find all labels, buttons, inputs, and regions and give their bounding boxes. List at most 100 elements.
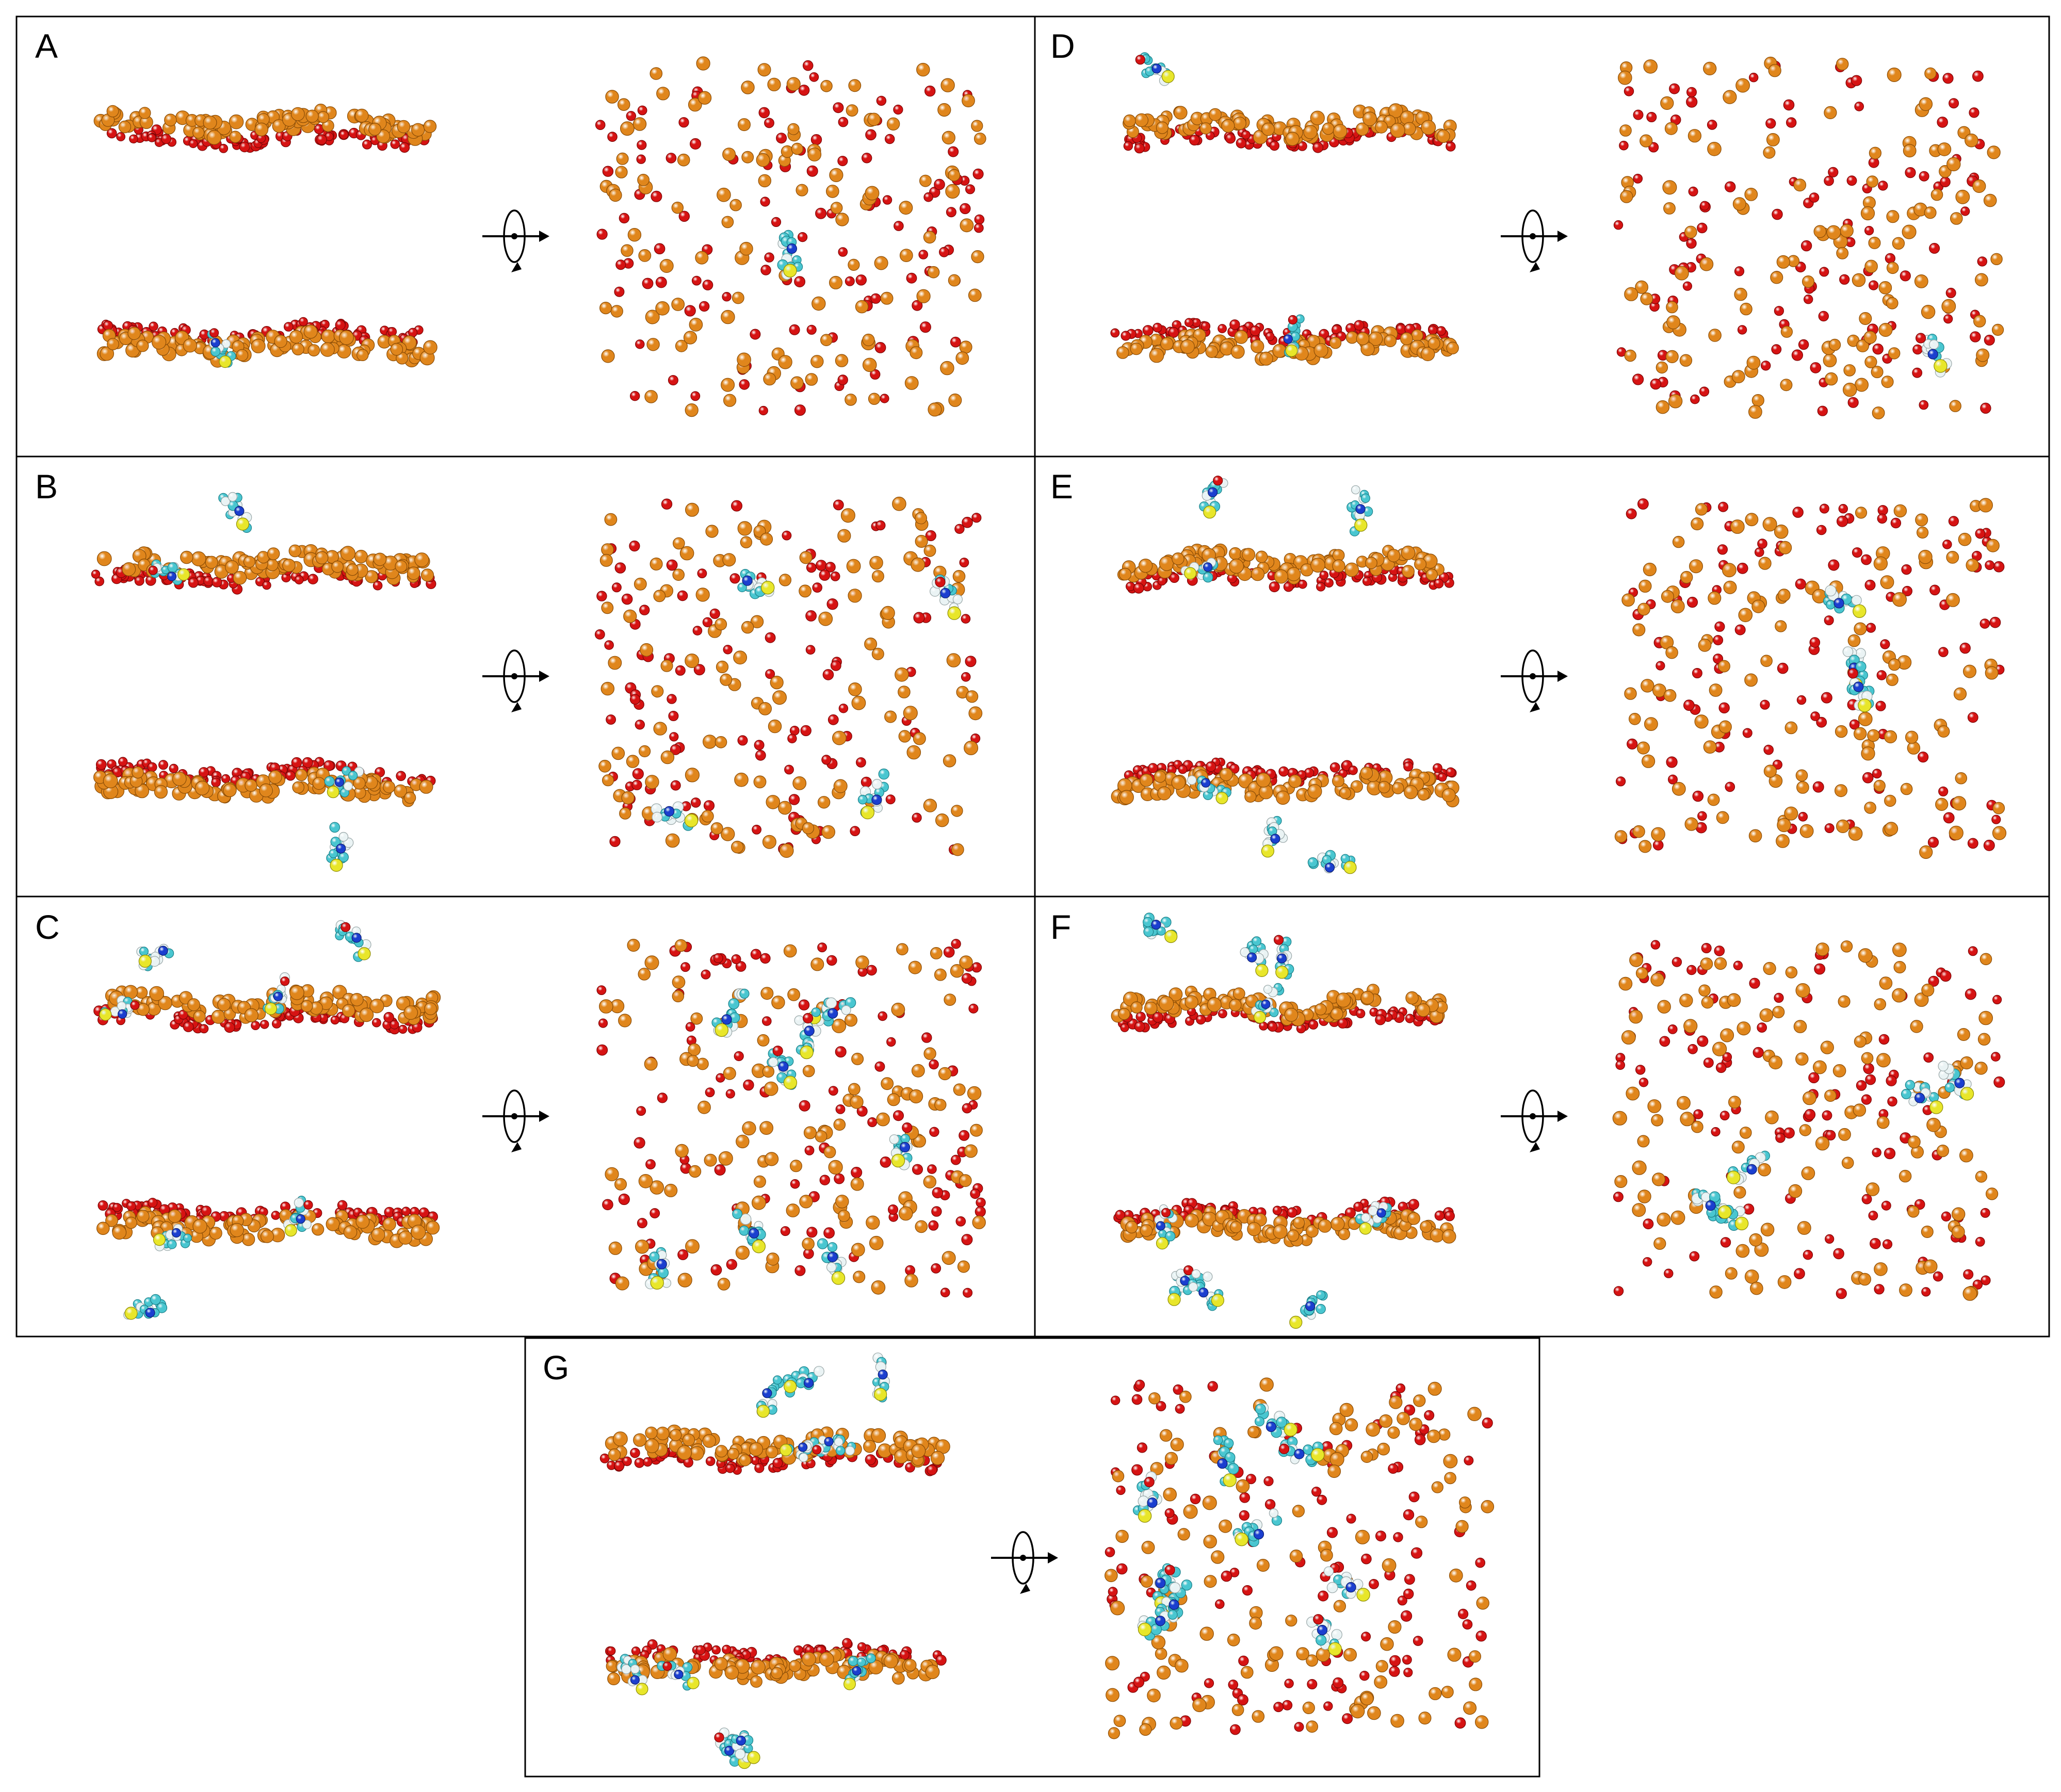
phosphorus-bead xyxy=(1644,717,1658,731)
oxygen-atom xyxy=(1164,1565,1175,1575)
oxygen-bead xyxy=(1308,1019,1319,1030)
phosphorus-bead xyxy=(705,525,719,538)
phosphorus-bead xyxy=(1957,1028,1970,1041)
oxygen-bead xyxy=(118,757,128,767)
oxygen-bead xyxy=(1437,772,1447,782)
oxygen-bead xyxy=(1178,764,1188,774)
oxygen-bead xyxy=(1885,253,1895,264)
oxygen-bead xyxy=(823,1227,835,1239)
oxygen-bead xyxy=(923,192,933,202)
oxygen-bead xyxy=(1937,117,1948,128)
oxygen-bead xyxy=(765,669,775,679)
phosphorus-bead xyxy=(906,745,921,760)
phosphorus-bead xyxy=(192,1218,207,1234)
phosphorus-bead xyxy=(1219,1519,1232,1533)
phosphorus-bead xyxy=(1884,822,1898,836)
oxygen-bead xyxy=(103,320,113,331)
nitrogen-atom xyxy=(1247,952,1257,963)
oxygen-bead xyxy=(1765,118,1776,129)
sulfur-atom xyxy=(873,1388,887,1401)
phosphorus-bead xyxy=(1763,146,1776,159)
oxygen-bead xyxy=(705,1087,715,1098)
phosphorus-bead xyxy=(251,338,266,353)
oxygen-bead xyxy=(1682,281,1692,291)
oxygen-bead xyxy=(1825,1234,1835,1244)
phosphorus-bead xyxy=(1170,1438,1184,1452)
phosphorus-bead xyxy=(289,330,303,344)
phosphorus-bead xyxy=(1378,780,1391,793)
oxygen-bead xyxy=(1861,1194,1872,1204)
oxygen-bead xyxy=(962,516,973,528)
oxygen-bead xyxy=(339,130,349,140)
phosphorus-bead xyxy=(1229,999,1242,1012)
oxygen-bead xyxy=(239,141,250,153)
panel-label: B xyxy=(35,467,58,506)
phosphorus-bead xyxy=(1953,687,1967,700)
phosphorus-bead xyxy=(1247,1426,1260,1438)
phosphorus-bead xyxy=(1703,740,1717,754)
oxygen-bead xyxy=(1783,1127,1795,1139)
phosphorus-bead xyxy=(1815,1136,1830,1151)
phosphorus-bead xyxy=(1252,1710,1265,1723)
phosphorus-bead xyxy=(1651,1114,1664,1127)
oxygen-bead xyxy=(1755,547,1764,557)
phosphorus-bead xyxy=(1233,117,1246,131)
oxygen-bead xyxy=(1959,642,1971,654)
phosphorus-bead xyxy=(1840,224,1854,238)
oxygen-bead xyxy=(1389,1655,1401,1667)
phosphorus-bead xyxy=(671,298,685,311)
phosphorus-bead xyxy=(1339,787,1352,800)
phosphorus-bead xyxy=(1731,1141,1745,1154)
oxygen-bead xyxy=(1613,1192,1624,1202)
oxygen-bead xyxy=(1975,1236,1985,1247)
oxygen-bead xyxy=(925,530,936,542)
phosphorus-bead xyxy=(1170,1717,1183,1730)
phosphorus-bead xyxy=(1345,331,1358,344)
phosphorus-bead xyxy=(1624,287,1638,301)
phosphorus-bead xyxy=(1284,1007,1299,1022)
phosphorus-bead xyxy=(916,62,930,77)
phosphorus-bead xyxy=(1184,995,1198,1009)
oxygen-atom xyxy=(1279,1443,1290,1454)
nitrogen-atom xyxy=(827,1008,838,1019)
sulfur-atom xyxy=(843,1677,856,1690)
oxygen-bead xyxy=(710,1264,722,1276)
oxygen-bead xyxy=(201,1205,212,1216)
phosphorus-bead xyxy=(1108,1727,1120,1739)
phosphorus-bead xyxy=(1155,1648,1167,1660)
oxygen-bead xyxy=(1828,167,1839,177)
phosphorus-bead xyxy=(1905,730,1919,744)
phosphorus-bead xyxy=(910,346,923,360)
top-view xyxy=(595,56,986,417)
oxygen-bead xyxy=(1242,1585,1253,1596)
phosphorus-bead xyxy=(1455,1520,1469,1533)
oxygen-bead xyxy=(1164,1508,1175,1518)
phosphorus-bead xyxy=(1872,406,1885,419)
oxygen-bead xyxy=(1137,1442,1147,1453)
oxygen-bead xyxy=(1464,1455,1474,1465)
atom xyxy=(845,1446,855,1456)
phosphorus-bead xyxy=(1637,741,1650,755)
oxygen-bead xyxy=(636,1106,646,1116)
atom xyxy=(826,1262,837,1273)
oxygen-bead xyxy=(776,133,787,144)
oxygen-bead xyxy=(401,1207,411,1216)
phosphorus-bead xyxy=(193,1010,206,1023)
rotation-arrow-icon xyxy=(482,209,549,272)
sulfur-atom xyxy=(284,1224,297,1237)
phosphorus-bead xyxy=(672,568,685,581)
phosphorus-bead xyxy=(1449,1568,1463,1583)
phosphorus-bead xyxy=(1902,224,1917,239)
oxygen-bead xyxy=(596,591,607,601)
phosphorus-bead xyxy=(740,536,753,548)
panel-label: C xyxy=(35,908,60,946)
phosphorus-bead xyxy=(908,1089,923,1103)
sulfur-atom xyxy=(1223,1473,1237,1487)
phosphorus-bead xyxy=(1626,1086,1640,1101)
oxygen-bead xyxy=(1874,1284,1885,1295)
phosphorus-bead xyxy=(1861,1052,1874,1065)
oxygen-bead xyxy=(1734,266,1745,276)
sulfur-atom xyxy=(1161,70,1175,83)
oxygen-bead xyxy=(1446,141,1456,152)
oxygen-bead xyxy=(1942,540,1952,549)
